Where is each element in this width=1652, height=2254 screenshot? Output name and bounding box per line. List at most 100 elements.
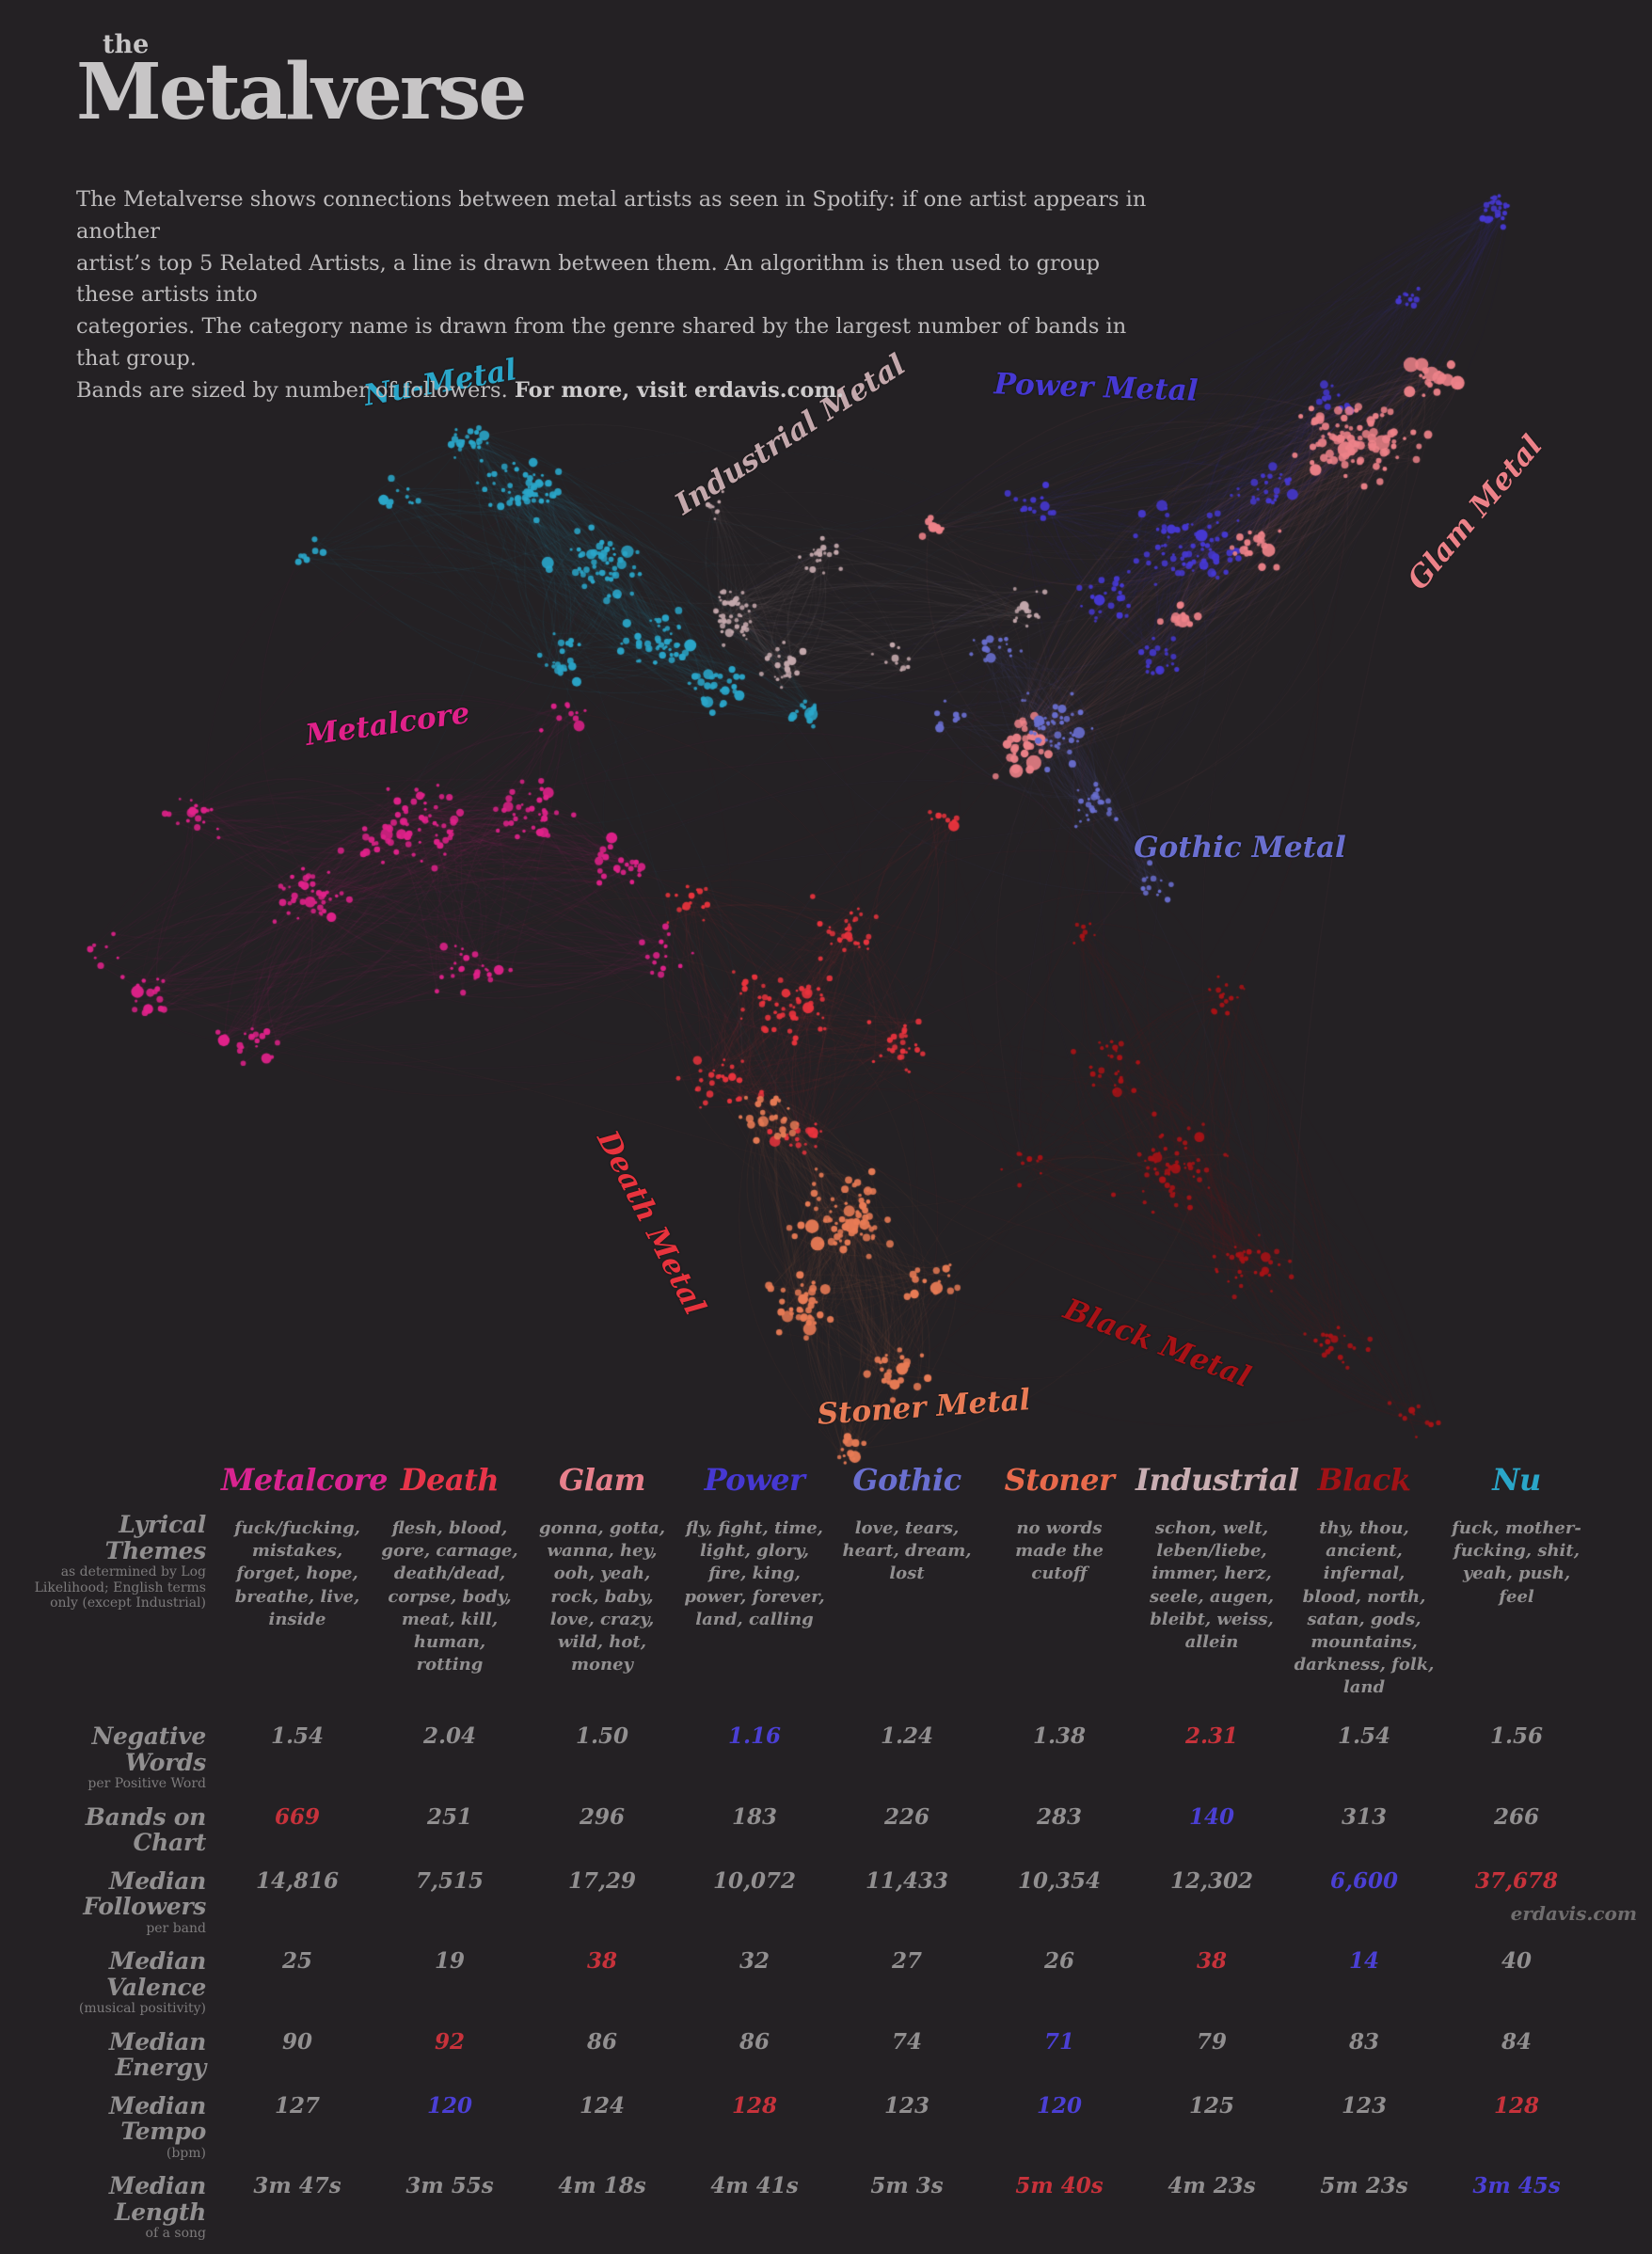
table-row-negative-words: Negative Words per Positive Word 1.54 2.04 1… (28, 1723, 1593, 1792)
table-row-median-energy: Median Energy 90 92 86 86 74 71 79 83 84 (28, 2027, 1593, 2082)
cell-lyrical-themes-glam: gonna, gotta, wanna, hey, ooh, yeah, roc… (538, 1518, 666, 1675)
row-label-subtext: per band (146, 1920, 206, 1936)
cell-median-energy-stoner: 71 (1043, 2028, 1074, 2055)
cell-bands-on-chart-stoner: 283 (1036, 1803, 1082, 1830)
footer-credit: erdavis.com (1510, 1902, 1637, 1925)
cell-median-energy-glam: 86 (586, 2028, 617, 2055)
page-title: Metalverse (76, 47, 527, 137)
cell-lyrical-themes-gothic: love, tears, heart, dream, lost (842, 1518, 972, 1584)
cell-median-length-black: 5m 23s (1320, 2173, 1408, 2199)
cell-median-energy-nu: 84 (1501, 2028, 1532, 2055)
cell-negative-words-industrial: 2.31 (1184, 1723, 1239, 1750)
cell-median-tempo-industrial: 125 (1188, 2092, 1234, 2119)
cell-median-length-death: 3m 55s (405, 2173, 494, 2199)
network-graph-canvas (0, 0, 1652, 1937)
cell-median-tempo-nu: 128 (1493, 2092, 1539, 2119)
genre-stats-table: Metalcore Death Glam Power Gothic Stoner Indus… (28, 1462, 1593, 2254)
cell-median-valence-metalcore: 25 (281, 1948, 312, 1975)
cell-median-tempo-metalcore: 127 (274, 2092, 320, 2119)
cell-lyrical-themes-industrial: schon, welt, leben/liebe, immer, herz, s… (1149, 1518, 1274, 1652)
cell-median-followers-black: 6,600 (1329, 1867, 1399, 1894)
cell-median-valence-black: 14 (1348, 1948, 1379, 1975)
cell-median-tempo-gothic: 123 (883, 2092, 929, 2119)
cell-negative-words-gothic: 1.24 (880, 1723, 934, 1750)
genre-header-stoner: Stoner (1004, 1462, 1115, 1498)
description-line-1: The Metalverse shows connections between… (76, 187, 1147, 244)
row-label-bands-on-chart: Bands on Chart (28, 1802, 221, 1857)
cell-negative-words-power: 1.16 (727, 1723, 782, 1750)
row-label-text: Lyrical Themes (104, 1511, 207, 1564)
cell-median-energy-death: 92 (434, 2028, 465, 2055)
cell-negative-words-glam: 1.50 (575, 1723, 629, 1750)
row-label-median-tempo: Median Tempo (bpm) (28, 2091, 221, 2162)
cell-bands-on-chart-glam: 296 (579, 1803, 625, 1830)
table-row-median-followers: Median Followers per band 14,816 7,515 17,29… (28, 1867, 1593, 1937)
table-row-bands-on-chart: Bands on Chart 669 251 296 183 226 283 140 313 26… (28, 1802, 1593, 1857)
cell-median-length-stoner: 5m 40s (1015, 2173, 1104, 2199)
cell-median-length-industrial: 4m 23s (1168, 2173, 1256, 2199)
cell-lyrical-themes-black: thy, thou, ancient, infernal, blood, nor… (1294, 1518, 1435, 1697)
cell-negative-words-metalcore: 1.54 (270, 1723, 325, 1750)
cell-bands-on-chart-power: 183 (731, 1803, 777, 1830)
genre-header-metalcore: Metalcore (221, 1462, 389, 1498)
cell-median-energy-black: 83 (1348, 2028, 1379, 2055)
cell-median-valence-gothic: 27 (891, 1948, 922, 1975)
cell-bands-on-chart-industrial: 140 (1188, 1803, 1234, 1830)
cell-lyrical-themes-death: flesh, blood, gore, carnage, death/dead,… (381, 1518, 518, 1675)
table-header-row: Metalcore Death Glam Power Gothic Stoner Indus… (28, 1462, 1593, 1498)
cell-median-valence-industrial: 38 (1196, 1948, 1227, 1975)
table-row-median-length: Median Length of a song 3m 47s 3m 55s 4m 18s… (28, 2173, 1593, 2242)
cell-median-valence-nu: 40 (1501, 1948, 1532, 1975)
table-row-lyrical-themes: Lyrical Themes as determined by Log Likel… (28, 1512, 1593, 1699)
cell-lyrical-themes-stoner: no words made the cutoff (1015, 1518, 1104, 1584)
row-label-text: Negative Words (91, 1722, 206, 1776)
cell-median-energy-industrial: 79 (1196, 2028, 1227, 2055)
row-label-text: Median Valence (106, 1947, 206, 2001)
cell-bands-on-chart-metalcore: 669 (274, 1803, 320, 1830)
genre-header-glam: Glam (558, 1462, 646, 1498)
row-label-lyrical-themes: Lyrical Themes as determined by Log Likel… (28, 1512, 221, 1611)
row-label-subtext: (bpm) (166, 2145, 206, 2161)
cell-bands-on-chart-black: 313 (1341, 1803, 1387, 1830)
cell-median-length-gothic: 5m 3s (870, 2173, 944, 2199)
genre-header-gothic: Gothic (852, 1462, 961, 1498)
cell-median-followers-metalcore: 14,816 (255, 1867, 340, 1894)
cell-median-valence-power: 32 (739, 1948, 770, 1975)
cell-median-followers-nu: 37,678 (1474, 1867, 1559, 1894)
description-paragraph: The Metalverse shows connections between… (76, 184, 1158, 406)
description-line-2: artist’s top 5 Related Artists, a line i… (76, 250, 1101, 308)
description-tail-bold: For more, visit erdavis.com. (514, 377, 844, 403)
row-label-median-energy: Median Energy (28, 2027, 221, 2082)
row-label-text: Median Energy (108, 2027, 206, 2082)
table-row-median-tempo: Median Tempo (bpm) 127 120 124 128 123 120 125 12… (28, 2091, 1593, 2162)
row-label-median-followers: Median Followers per band (28, 1867, 221, 1937)
cell-negative-words-nu: 1.56 (1489, 1723, 1544, 1750)
row-label-text: Bands on Chart (85, 1802, 207, 1857)
row-label-text: Median Tempo (108, 2091, 206, 2146)
row-label-negative-words: Negative Words per Positive Word (28, 1723, 221, 1792)
cell-median-length-glam: 4m 18s (558, 2173, 646, 2199)
cell-median-valence-stoner: 26 (1043, 1948, 1074, 1975)
cell-median-followers-industrial: 12,302 (1169, 1867, 1254, 1894)
row-label-median-length: Median Length of a song (28, 2173, 221, 2242)
cell-median-tempo-glam: 124 (579, 2092, 625, 2119)
cell-median-valence-glam: 38 (586, 1948, 617, 1975)
cell-bands-on-chart-gothic: 226 (883, 1803, 929, 1830)
row-label-median-valence: Median Valence (musical positivity) (28, 1948, 221, 2017)
title-the: the (103, 30, 150, 59)
cell-median-valence-death: 19 (434, 1948, 465, 1975)
cell-bands-on-chart-death: 251 (426, 1803, 472, 1830)
description-line-3: categories. The category name is drawn f… (76, 314, 1127, 371)
cell-median-tempo-stoner: 120 (1036, 2092, 1082, 2119)
cell-negative-words-death: 2.04 (422, 1723, 477, 1750)
genre-header-death: Death (400, 1462, 500, 1498)
row-label-subtext: as determined by Log Likelihood; English… (34, 1564, 206, 1611)
cell-negative-words-black: 1.54 (1337, 1723, 1391, 1750)
cell-median-followers-stoner: 10,354 (1017, 1867, 1102, 1894)
cell-median-length-power: 4m 41s (710, 2173, 799, 2199)
cell-median-energy-metalcore: 90 (281, 2028, 312, 2055)
cell-median-energy-power: 86 (739, 2028, 770, 2055)
genre-header-power: Power (704, 1462, 805, 1498)
row-label-subtext: per Positive Word (87, 1776, 206, 1792)
